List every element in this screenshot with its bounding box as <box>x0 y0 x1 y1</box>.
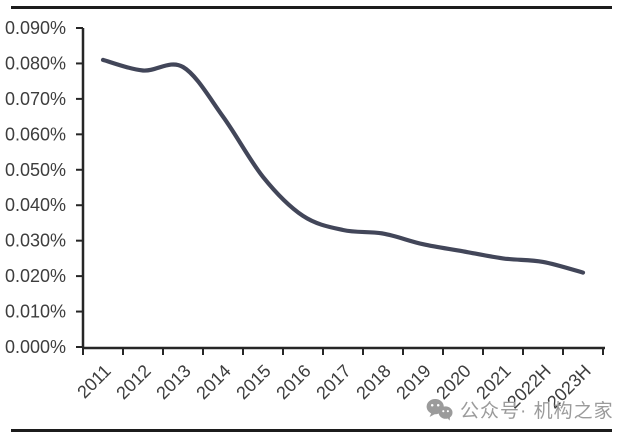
y-axis-tick-label: 0.010% <box>5 302 66 322</box>
x-axis-tick-label: 2012 <box>112 361 154 403</box>
y-axis-tick-label: 0.090% <box>5 18 66 38</box>
x-axis-tick-label: 2013 <box>152 361 194 403</box>
y-axis-tick-label: 0.020% <box>5 266 66 286</box>
x-axis-tick-label: 2015 <box>232 361 274 403</box>
series-line <box>100 57 586 275</box>
bottom-border-line <box>11 429 612 432</box>
y-axis-tick-label: 0.040% <box>5 195 66 215</box>
watermark-text: 公众号· 机构之家 <box>460 400 614 422</box>
y-axis-tick-label: 0.080% <box>5 53 66 73</box>
y-axis-tick-label: 0.050% <box>5 160 66 180</box>
x-axis-tick-label: 2017 <box>312 361 354 403</box>
top-border-line <box>11 6 612 9</box>
x-axis-tick-label: 2018 <box>352 361 394 403</box>
y-axis-tick-label: 0.060% <box>5 124 66 144</box>
x-axis-tick-label: 2014 <box>192 361 234 403</box>
x-axis-tick-label: 2011 <box>73 361 115 403</box>
watermark: 公众号· 机构之家 <box>426 395 614 423</box>
y-axis-tick-label: 0.030% <box>5 231 66 251</box>
wechat-icon <box>426 398 453 421</box>
y-axis-tick-label: 0.070% <box>5 89 66 109</box>
x-axis-tick-label: 2016 <box>272 361 314 403</box>
y-axis-tick-label: 0.000% <box>5 337 66 357</box>
